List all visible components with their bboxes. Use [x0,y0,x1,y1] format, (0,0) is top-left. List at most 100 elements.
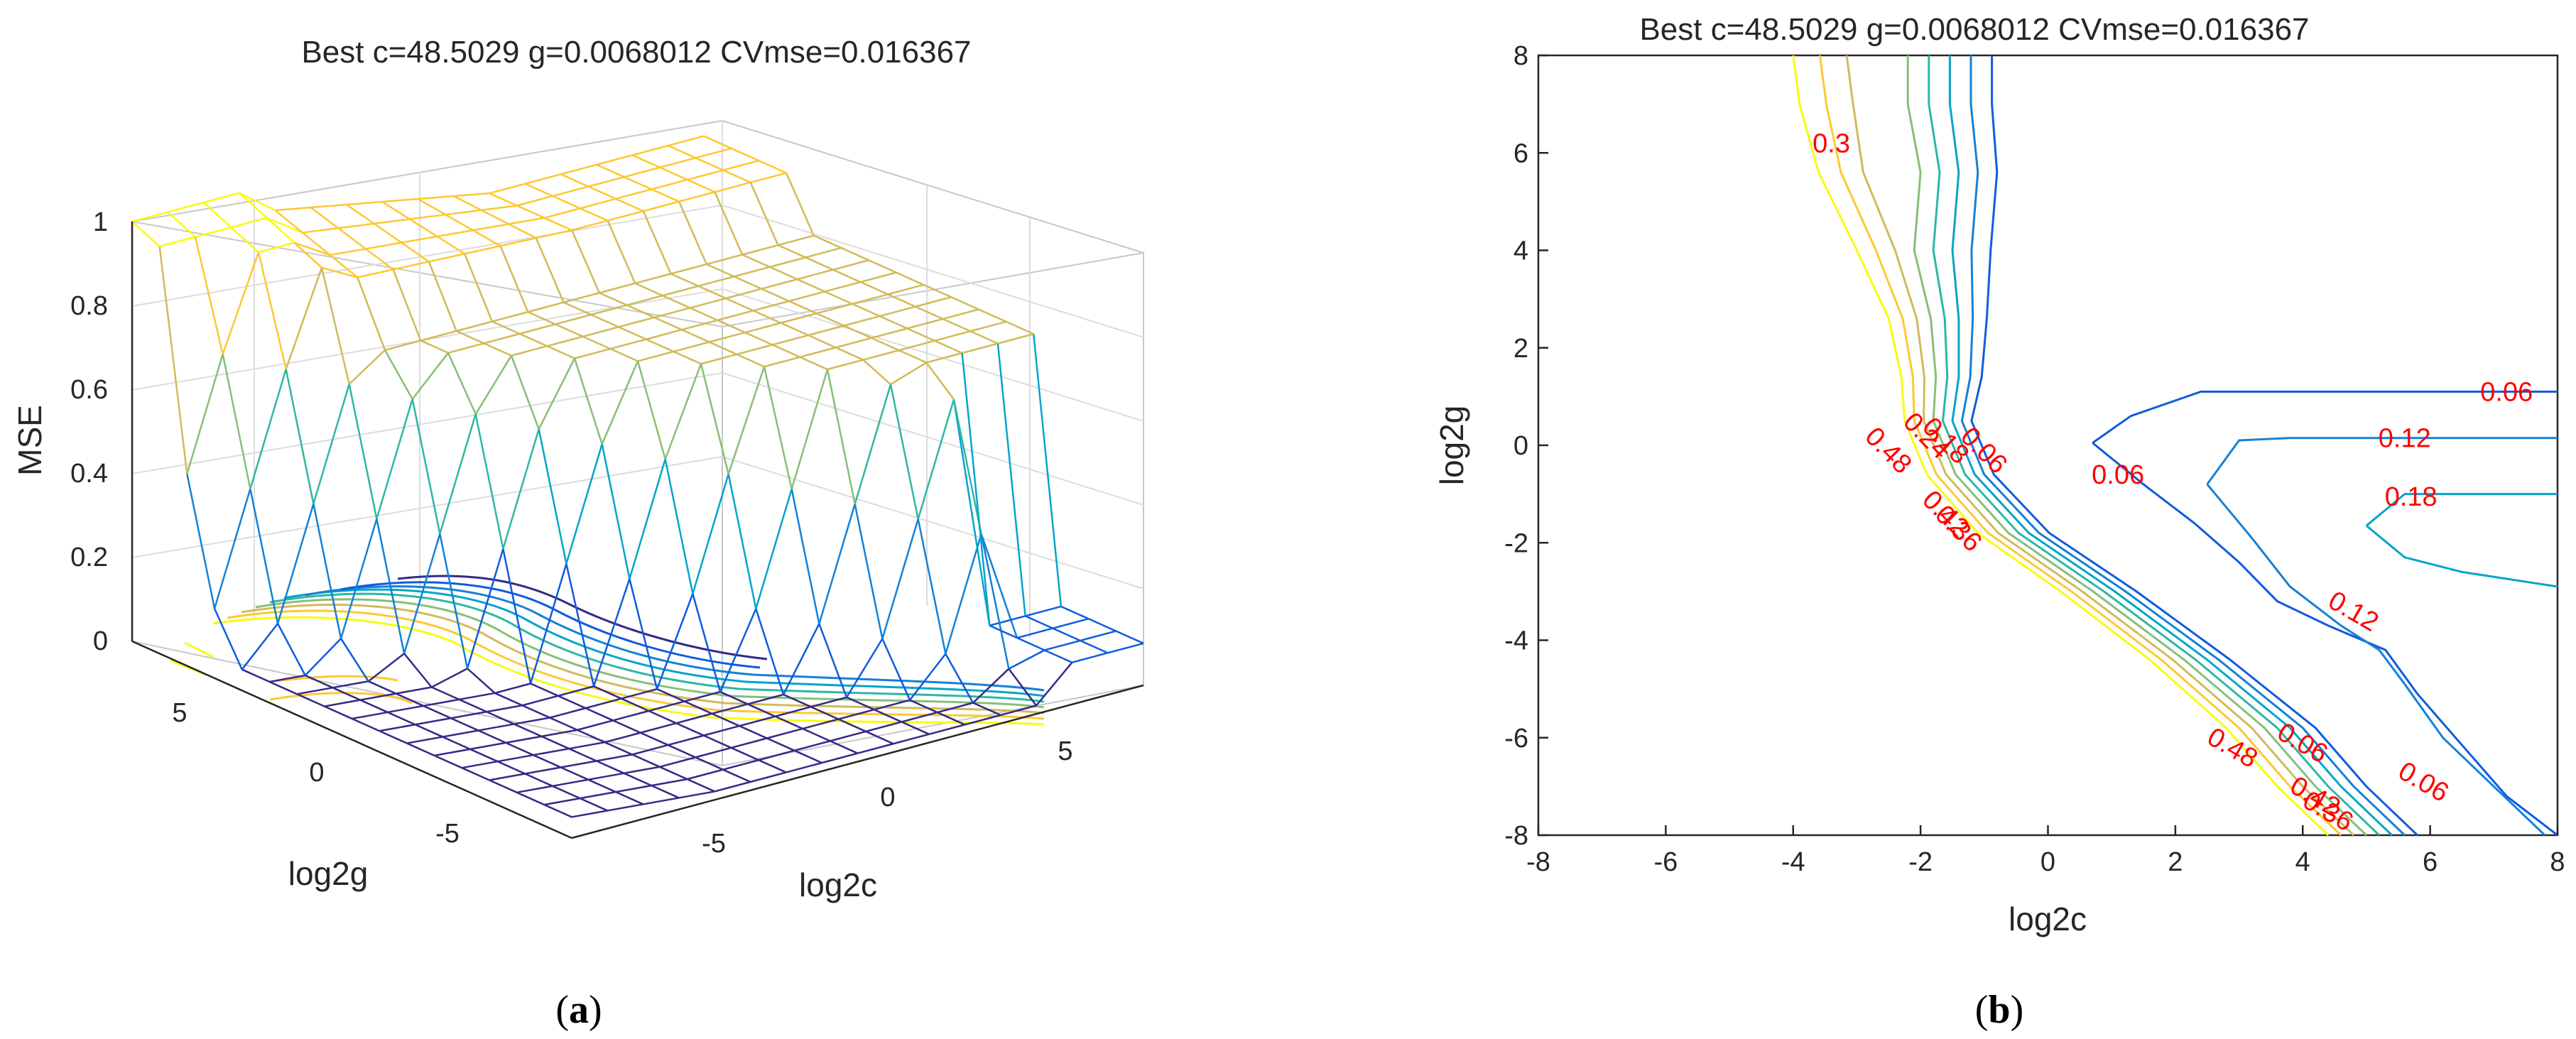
surface-edge [431,668,468,688]
surface-edge [393,261,430,271]
surface-edge [840,246,869,261]
surface-edge [266,217,303,234]
surface-edge [925,361,955,401]
surface-edge [632,144,669,156]
surface-edge [296,693,325,707]
surface-edge [640,731,669,746]
surface-edge [734,266,771,278]
contour-line [2092,391,2558,444]
surface-edge [668,135,705,147]
surface-edge [778,234,815,246]
surface-edge [898,349,927,364]
panel-b-x-ticks: -8 -6 -4 -2 0 2 4 6 8 [1526,825,2565,877]
surface-edge [917,398,955,520]
surface-edge [1044,649,1072,663]
surface-edge [659,766,688,780]
surface-edge [489,183,526,195]
surface-edge [607,220,636,284]
surface-edge [733,276,762,290]
surface-edge [915,296,952,308]
surface-edge [574,347,611,359]
surface-edge [580,797,608,812]
surface-edge [788,290,825,303]
surface-edge [799,347,836,359]
surface-edge [423,705,452,719]
surface-edge [826,369,856,505]
surface-edge [376,398,413,519]
surface-edge [516,785,553,794]
surface-edge [727,474,757,609]
surface-edge [687,178,715,193]
surface-edge [843,315,880,327]
surface-edge [978,308,1007,323]
surface-edge [887,293,916,308]
x-tick-label: -5 [702,829,726,859]
surface-edge [533,754,562,768]
surface-edge [626,304,655,319]
contour-line [2365,525,2558,588]
surface-edge [697,276,734,288]
surface-edge [766,727,803,739]
surface-edge [736,353,765,368]
surface-edge [915,305,944,320]
surface-edge [1006,320,1034,335]
surface-edge [489,779,518,793]
surface-edge [794,740,831,752]
surface-edge [684,690,721,702]
panel-a: Best c=48.5029 g=0.0068012 CVmse=0.01636… [11,35,1144,1032]
surface-edge [131,211,168,223]
surface-edge [527,311,556,325]
surface-edge [969,330,999,344]
surface-edge [565,443,603,565]
surface-edge [687,169,724,181]
surface-edge [409,218,438,237]
panel-a-y-ticks: 5 0 -5 [172,698,459,849]
surface-edge [706,254,743,266]
surface-edge [491,311,528,322]
surface-edge [607,803,643,812]
y-tick-label: -4 [1504,626,1528,656]
contour-line [1818,55,2342,837]
surface-edge [668,144,696,159]
surface-edge [445,214,474,232]
surface-edge [596,754,633,762]
y-tick-label: 2 [1513,334,1528,364]
surface-edge [624,766,661,775]
surface-edge [681,329,710,343]
surface-edge [266,217,295,244]
surface-edge [525,173,562,185]
surface-edge [692,474,729,594]
surface-edge [1080,630,1116,642]
surface-edge [588,772,624,781]
surface-edge [445,209,482,216]
surface-edge [942,317,971,332]
surface-edge [714,191,744,256]
surface-edge [519,323,556,335]
surface-edge [403,653,433,688]
surface-edge [827,359,864,371]
surface-edge [744,332,773,346]
y-tick-label: 8 [1513,41,1528,71]
surface-edge [934,339,963,354]
surface-edge [761,288,790,303]
surface-edge [838,708,875,720]
surface-edge [862,359,891,386]
surface-edge [497,761,526,775]
surface-edge [320,267,350,385]
surface-edge [489,773,526,781]
surface-edge [684,700,712,715]
surface-edge [769,266,798,281]
surface-edge [381,201,411,220]
surface-edge [887,283,924,295]
surface-edge [1025,615,1053,629]
surface-edge [406,736,443,744]
z-tick-label: 1 [93,207,108,237]
surface-edge [411,352,449,400]
surface-edge [690,307,718,321]
surface-edge [678,201,707,265]
panel-b-caption: (b) [1975,988,2023,1032]
surface-edge [609,348,638,362]
surface-edge [717,319,746,334]
surface-edge [305,674,333,689]
surface-edge [1072,652,1109,663]
